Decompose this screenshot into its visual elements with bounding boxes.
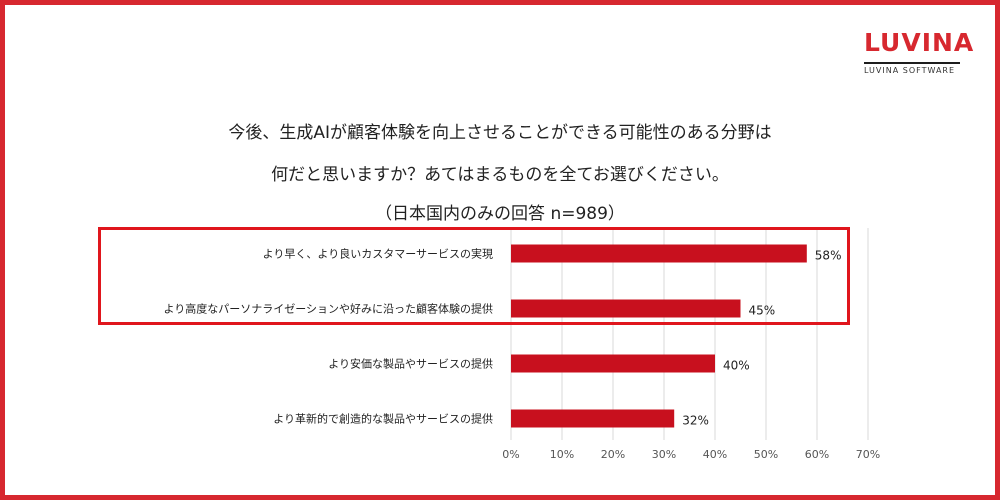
value-label: 40% bbox=[723, 359, 750, 373]
category-label: より早く、より良いカスタマーサービスの実現 bbox=[263, 247, 493, 261]
bar-4 bbox=[511, 409, 675, 428]
value-label: 32% bbox=[682, 414, 709, 428]
category-label: より革新的で創造的な製品やサービスの提供 bbox=[273, 412, 493, 426]
x-tick-label: 10% bbox=[550, 448, 574, 461]
title-line-3: （日本国内のみの回答 n=989） bbox=[375, 204, 625, 224]
x-tick-label: 70% bbox=[856, 448, 880, 461]
logo-subtitle: LUVINA SOFTWARE bbox=[864, 66, 956, 75]
x-tick-label: 20% bbox=[601, 448, 625, 461]
value-label: 58% bbox=[815, 249, 842, 263]
x-tick-label: 0% bbox=[502, 448, 519, 461]
title-line-2: 何だと思いますか？あてはまるものを全てお選びください。 bbox=[271, 165, 729, 185]
value-label: 45% bbox=[749, 304, 776, 318]
logo-mark: LUVINA bbox=[864, 28, 974, 57]
logo-underline bbox=[864, 62, 960, 64]
luvina-logo: LUVINA LUVINA SOFTWARE bbox=[858, 22, 973, 82]
category-label: より高度なパーソナライゼーションや好みに沿った顧客体験の提供 bbox=[163, 302, 493, 316]
x-tick-label: 40% bbox=[703, 448, 727, 461]
title-line-1: 今後、生成AIが顧客体験を向上させることができる可能性のある分野は bbox=[228, 123, 772, 143]
category-label: より安価な製品やサービスの提供 bbox=[328, 357, 493, 371]
highlight-box bbox=[98, 227, 850, 325]
bar-3 bbox=[511, 354, 715, 373]
logo-mark-text: LUVINA bbox=[864, 28, 975, 57]
x-tick-label: 60% bbox=[805, 448, 829, 461]
bar-1 bbox=[511, 244, 807, 263]
x-tick-label: 30% bbox=[652, 448, 676, 461]
bar-2 bbox=[511, 299, 741, 318]
x-tick-label: 50% bbox=[754, 448, 778, 461]
